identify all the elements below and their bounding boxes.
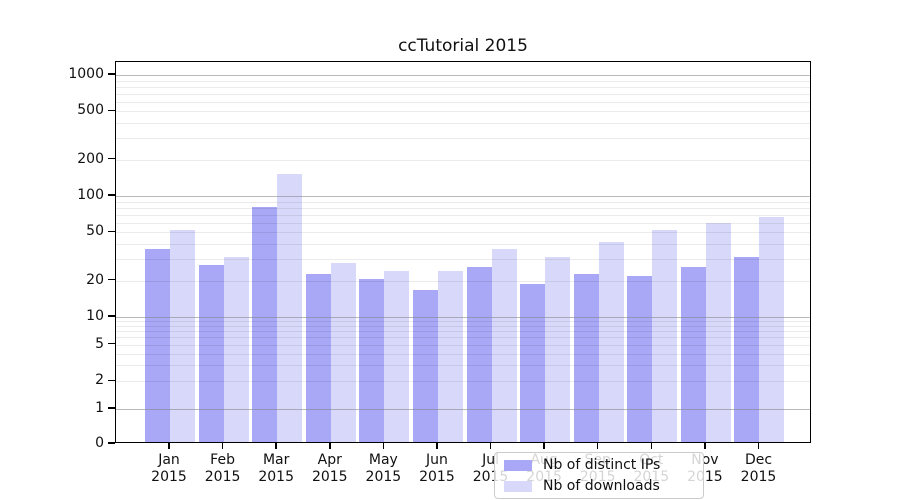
x-axis-tick-mark-dec [757,443,760,449]
x-axis-tick-mark-mar [275,443,277,449]
x-axis-tick-mark-jul [489,443,492,449]
y-axis-tick-label-1: 1 [95,400,104,416]
legend-swatch-distinct-ips [504,459,532,471]
legend: Nb of distinct IPs Nb of downloads [494,452,704,499]
bar-downloads-feb [223,257,249,442]
x-axis-tick-label-feb: Feb 2015 [204,452,241,485]
bar-downloads-nov [705,222,731,442]
y-axis-tick-mark-1000 [108,73,115,75]
y-axis-tick-mark-200 [108,157,115,160]
bar-downloads-sep [598,242,624,442]
y-axis-tick-mark-0 [108,442,115,444]
bar-distinct-ips-may [359,278,385,442]
x-axis-tick-mark-aug [543,443,545,449]
y-axis-tick-label-500: 500 [77,102,104,119]
bar-distinct-ips-aug [520,284,546,442]
x-axis-tick-mark-apr [329,443,331,449]
bar-distinct-ips-jul [466,266,492,442]
y-axis-tick-label-50: 50 [86,223,104,240]
y-axis-tick-mark-2 [108,379,115,382]
bar-distinct-ips-mar [252,207,278,442]
y-axis-tick-mark-20 [108,278,115,281]
y-axis-tick-label-200: 200 [77,150,104,167]
y-axis-tick-label-5: 5 [95,335,104,352]
bar-downloads-jan [170,230,195,442]
x-axis-tick-mark-jan [168,443,170,449]
x-axis-tick-mark-nov [704,443,706,449]
bar-downloads-jul [491,249,517,442]
bar-distinct-ips-apr [305,273,331,442]
y-axis-tick-label-20: 20 [86,271,104,288]
bar-downloads-apr [330,262,356,442]
plot-area: Nb of distinct IPs Nb of downloads [115,61,811,499]
legend-label-distinct-ips: Nb of distinct IPs [543,457,661,473]
x-axis-tick-mark-may [382,443,385,449]
legend-entry-distinct-ips: Nb of distinct IPs [504,457,694,473]
y-axis-tick-mark-500 [108,109,115,112]
x-axis-tick-mark-jun [436,443,438,449]
y-axis-tick-mark-100 [108,194,115,196]
bar-downloads-dec [759,216,785,442]
legend-swatch-downloads [504,480,532,492]
x-axis-tick-label-apr: Apr 2015 [311,452,348,485]
y-axis-tick-mark-50 [108,230,115,233]
x-axis-tick-label-jan: Jan 2015 [151,452,187,485]
y-axis-tick-mark-5 [108,342,115,345]
x-axis-tick-mark-sep [596,443,599,449]
y-axis-tick-label-100: 100 [77,187,104,203]
y-axis-tick-mark-1 [108,407,115,409]
bar-downloads-jun [437,271,463,442]
legend-entry-downloads: Nb of downloads [504,478,694,494]
y-axis-tick-mark-10 [108,315,115,317]
chart-title: ccTutorial 2015 [398,36,528,56]
bar-distinct-ips-nov [680,266,706,442]
bar-downloads-oct [652,230,678,442]
bar-downloads-mar [277,174,303,442]
x-axis-tick-mark-oct [650,443,653,449]
bar-distinct-ips-oct [627,276,653,442]
bar-distinct-ips-dec [734,257,760,442]
bar-distinct-ips-sep [573,273,599,442]
bar-distinct-ips-feb [198,264,224,442]
legend-label-downloads: Nb of downloads [543,478,660,494]
y-axis-tick-label-1000: 1000 [68,65,104,82]
bar-distinct-ips-jan [145,249,170,442]
bar-downloads-may [384,271,410,442]
y-axis-tick-label-10: 10 [86,307,104,324]
x-axis-tick-label-mar: Mar 2015 [258,452,294,485]
x-axis-tick-label-dec: Dec 2015 [740,452,777,485]
bar-distinct-ips-jun [412,290,438,442]
bar-downloads-aug [545,257,571,442]
x-axis-tick-label-jun: Jun 2015 [419,452,455,485]
y-axis-tick-label-0: 0 [95,435,104,451]
x-axis-tick-label-may: May 2015 [365,452,402,485]
y-axis-tick-label-2: 2 [95,372,104,389]
x-axis-tick-mark-feb [221,443,224,449]
bars-layer [116,62,810,442]
